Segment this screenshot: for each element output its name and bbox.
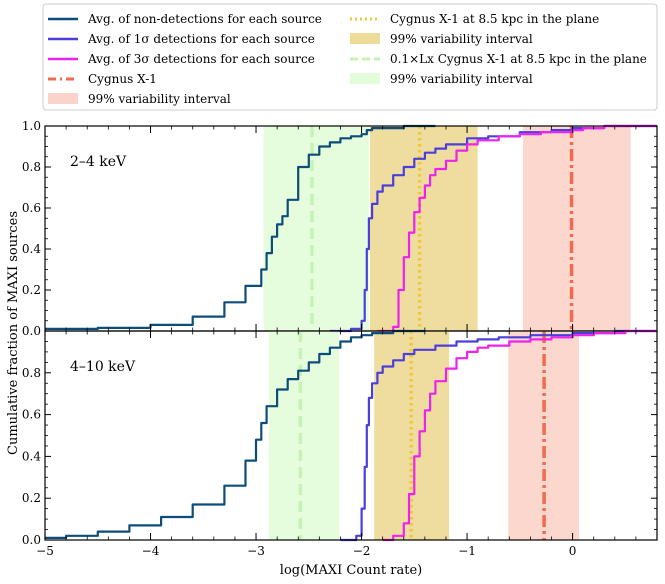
- panel-label: 2–4 keV: [70, 154, 127, 170]
- variability-band-cyg: [522, 126, 631, 331]
- y-tick-label: 0.0: [22, 533, 41, 547]
- series-line-det3: [382, 329, 657, 542]
- panel-4-10-kev: 0.0 0.2 0.4 0.6 0.8 −5 −4 −3 −2 −1 0 4–10 keV: [22, 329, 658, 558]
- legend-swatch: [350, 73, 380, 84]
- legend-entry: Avg. of 3σ detections for each source: [48, 52, 315, 66]
- legend-label: Avg. of 1σ detections for each source: [87, 32, 315, 46]
- y-tick-label: 0.2: [22, 283, 41, 297]
- series-line-det3: [377, 124, 657, 333]
- legend-label: 0.1×Lx Cygnus X-1 at 8.5 kpc in the plan…: [390, 52, 647, 66]
- x-tick-label: 0: [569, 544, 577, 558]
- y-tick-label: 0.2: [22, 491, 41, 505]
- legend-label: 99% variability interval: [88, 92, 231, 106]
- panel-label: 4–10 keV: [70, 359, 136, 375]
- legend-label: Cygnus X-1 at 8.5 kpc in the plane: [390, 12, 599, 26]
- x-tick-label: −5: [36, 544, 54, 558]
- variability-band-cyg85: [369, 126, 478, 331]
- y-axis-label: Cumulative fraction of MAXI sources: [6, 211, 21, 455]
- legend-label: Avg. of non-detections for each source: [87, 12, 322, 26]
- legend-entry: Cygnus X-1: [48, 72, 157, 86]
- series-line-det1: [340, 329, 657, 542]
- legend-entry: 99% variability interval: [48, 92, 231, 106]
- legend-entry: Avg. of 1σ detections for each source: [48, 32, 315, 46]
- legend-entry: 99% variability interval: [350, 72, 533, 86]
- legend-entry: Cygnus X-1 at 8.5 kpc in the plane: [350, 12, 599, 26]
- legend-swatch: [48, 93, 78, 104]
- legend-label: 99% variability interval: [390, 72, 533, 86]
- panel-2-4-kev: 0.0 0.2 0.4 0.6 0.8 1.0 2–4 keV: [22, 119, 658, 338]
- y-tick-label: 0.8: [22, 160, 41, 174]
- variability-band-cyg01: [268, 331, 340, 540]
- series-line-nondet: [45, 124, 436, 330]
- axes-common: log(MAXI Count rate) Cumulative fraction…: [6, 211, 422, 578]
- legend-label: Cygnus X-1: [88, 72, 157, 86]
- legend-entry: Avg. of non-detections for each source: [48, 12, 322, 26]
- legend-frame: [42, 3, 658, 111]
- y-tick-label: 0.0: [22, 324, 41, 338]
- y-tick-label: 0.4: [22, 449, 41, 463]
- legend-label: 99% variability interval: [390, 32, 533, 46]
- legend-entry: 99% variability interval: [350, 32, 533, 46]
- legend-swatch: [350, 33, 380, 44]
- x-tick-label: −4: [142, 544, 160, 558]
- variability-band-cyg01: [263, 126, 369, 331]
- y-tick-label: 0.6: [22, 201, 41, 215]
- y-tick-label: 1.0: [22, 119, 41, 133]
- x-tick-label: −1: [458, 544, 476, 558]
- y-tick-label: 0.8: [22, 366, 41, 380]
- series-line-nondet: [45, 329, 425, 539]
- x-tick-label: −2: [353, 544, 371, 558]
- x-axis-label: log(MAXI Count rate): [280, 563, 422, 578]
- series-line-det1: [329, 124, 657, 333]
- y-tick-label: 0.4: [22, 242, 41, 256]
- y-tick-label: 0.6: [22, 408, 41, 422]
- legend-entry: 0.1×Lx Cygnus X-1 at 8.5 kpc in the plan…: [350, 52, 647, 66]
- x-tick-label: −3: [247, 544, 265, 558]
- legend-label: Avg. of 3σ detections for each source: [87, 52, 315, 66]
- legend: Avg. of non-detections for each source Av…: [42, 3, 658, 111]
